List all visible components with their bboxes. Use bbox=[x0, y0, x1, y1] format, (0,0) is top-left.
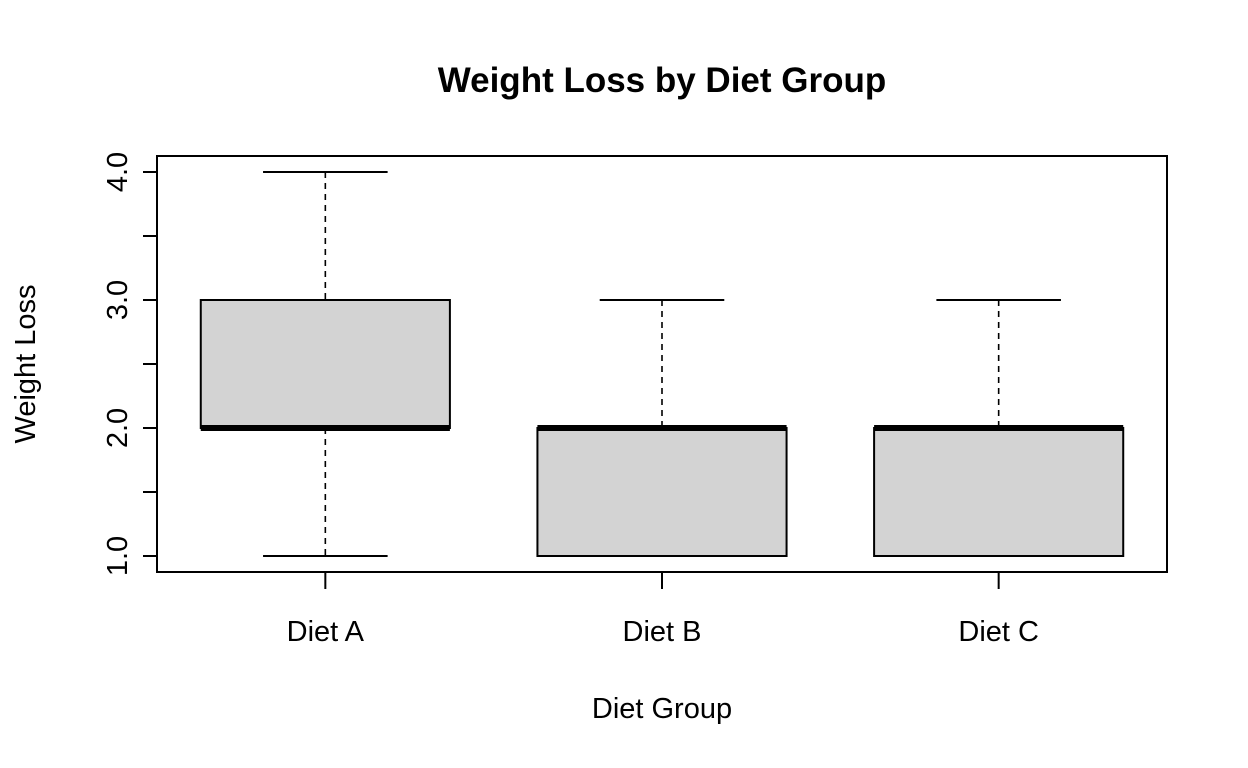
chart-title: Weight Loss by Diet Group bbox=[438, 61, 887, 100]
box-group bbox=[873, 299, 1125, 557]
box-group bbox=[199, 171, 451, 557]
box-iqr bbox=[873, 427, 1125, 557]
x-tick-label: Diet C bbox=[958, 616, 1039, 648]
box-iqr bbox=[199, 299, 451, 429]
box-iqr bbox=[536, 427, 788, 557]
x-axis-label: Diet Group bbox=[592, 693, 732, 725]
boxes-group bbox=[199, 171, 1125, 557]
y-tick-label: 1.0 bbox=[102, 536, 134, 576]
x-axis: Diet A Diet B Diet C bbox=[287, 572, 1039, 648]
y-tick-label: 2.0 bbox=[102, 408, 134, 448]
x-tick-label: Diet A bbox=[287, 616, 365, 648]
y-tick-label: 4.0 bbox=[102, 152, 134, 192]
box-group bbox=[536, 299, 788, 557]
y-axis-label: Weight Loss bbox=[10, 284, 42, 443]
y-axis: 1.0 2.0 3.0 4.0 bbox=[102, 152, 158, 576]
y-tick-label: 3.0 bbox=[102, 280, 134, 320]
x-tick-label: Diet B bbox=[623, 616, 702, 648]
